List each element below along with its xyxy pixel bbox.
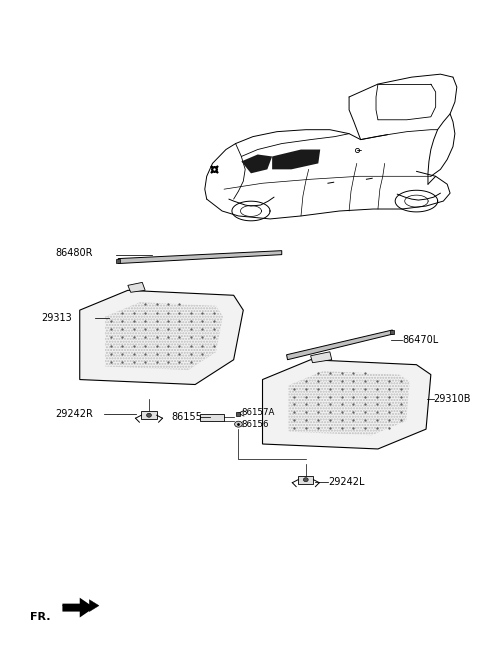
Text: 86155: 86155	[171, 412, 202, 422]
Polygon shape	[141, 411, 156, 419]
Polygon shape	[128, 282, 145, 292]
Text: 86480R: 86480R	[56, 248, 93, 257]
Text: 29242R: 29242R	[56, 409, 94, 419]
Ellipse shape	[303, 477, 308, 481]
Polygon shape	[62, 598, 94, 618]
Text: 29242L: 29242L	[328, 477, 364, 487]
Polygon shape	[118, 251, 282, 263]
Text: FR.: FR.	[30, 612, 50, 622]
Polygon shape	[298, 476, 313, 483]
Text: 86470L: 86470L	[402, 335, 438, 345]
Text: 29313: 29313	[41, 313, 72, 323]
Ellipse shape	[146, 413, 151, 417]
Polygon shape	[200, 414, 224, 421]
Polygon shape	[241, 155, 272, 174]
Text: 86157A: 86157A	[241, 408, 275, 417]
Text: 29310B: 29310B	[434, 394, 471, 404]
Ellipse shape	[235, 421, 242, 427]
Polygon shape	[80, 290, 243, 384]
Polygon shape	[263, 360, 431, 449]
Text: 86156: 86156	[241, 420, 269, 428]
Polygon shape	[272, 149, 320, 170]
Polygon shape	[287, 330, 393, 360]
Polygon shape	[62, 600, 99, 612]
Polygon shape	[311, 352, 332, 363]
